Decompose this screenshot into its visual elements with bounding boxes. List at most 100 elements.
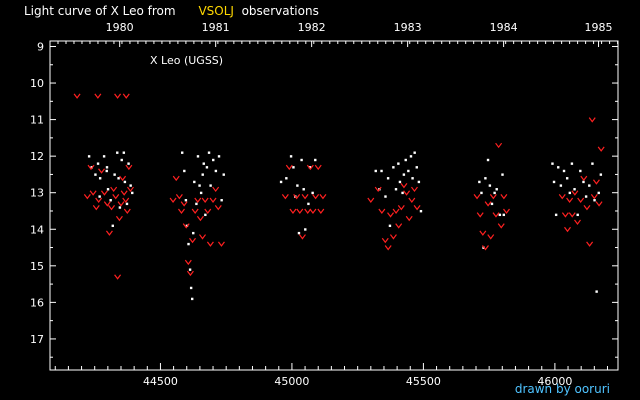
fainter-than-marker [374,186,382,193]
fainter-than-marker [217,241,225,247]
visual-observation-point [419,209,423,213]
fainter-than-marker [114,93,122,99]
fainter-than-marker [123,208,131,214]
visual-observation-point [570,162,574,165]
title-suffix: observations [241,4,319,18]
year-tick-label: 1983 [394,21,422,34]
visual-observation-point [308,166,312,169]
visual-observation-point [484,177,487,180]
fainter-than-marker [122,93,130,99]
visual-observation-point [87,155,91,158]
fainter-than-marker [206,241,214,247]
fainter-than-marker [120,190,128,196]
y-tick-label: 11 [30,114,44,127]
visual-observation-point [131,191,134,195]
visual-observation-point [297,231,301,235]
fainter-than-marker [389,234,397,240]
visual-observation-point [189,286,193,290]
visual-observation-point [109,199,112,202]
visual-observation-point [123,180,127,184]
visual-observation-point [591,162,594,165]
visual-observation-point [192,231,195,235]
visual-observation-point [501,173,504,176]
fainter-than-marker [114,274,122,280]
visual-observation-point [204,213,207,217]
fainter-than-marker [497,223,505,229]
visual-observation-point [105,166,109,169]
fainter-than-marker [566,197,574,204]
y-tick-label: 17 [30,333,44,346]
visual-observation-point [188,268,192,271]
visual-observation-point [599,173,603,176]
fainter-than-marker [312,194,320,200]
fainter-than-marker [561,212,569,218]
fainter-than-marker [87,164,95,171]
visual-observation-point [198,184,201,187]
visual-observation-point [409,155,413,158]
fainter-than-marker [317,208,325,214]
visual-observation-point [195,202,198,206]
fainter-than-marker [125,164,133,171]
fainter-than-marker [309,208,317,214]
fainter-than-marker [568,212,576,218]
fainter-than-marker [301,194,309,200]
year-tick-label: 1982 [298,21,326,34]
visual-observation-point [552,180,556,184]
visual-observation-point [214,169,218,173]
visual-observation-point [98,177,102,180]
title-source: VSOLJ [198,4,234,18]
fainter-than-marker [319,194,327,200]
x-tick-label: 44500 [143,375,178,388]
fainter-than-marker [180,201,188,207]
fainter-than-marker [214,204,222,211]
visual-observation-point [573,188,576,191]
fainter-than-marker [403,190,411,196]
fainter-than-marker [117,201,125,207]
fainter-than-marker [105,230,113,236]
visual-observation-point [417,180,421,184]
visual-observation-point [181,151,184,154]
visual-observation-point [279,180,283,184]
year-tick-label: 1985 [585,21,613,34]
visual-observation-point [488,184,492,187]
year-tick-label: 1981 [202,21,230,34]
visual-observation-point [96,162,100,165]
visual-observation-point [285,177,288,180]
fainter-than-marker [172,175,180,182]
fainter-than-marker [381,237,389,244]
x-tick-label: 46000 [537,375,572,388]
visual-observation-point [584,195,588,198]
visual-observation-point [415,166,418,169]
visual-observation-point [597,191,600,195]
visual-observation-point [554,213,558,217]
fainter-than-marker [473,194,481,200]
visual-observation-point [392,166,395,169]
fainter-than-marker [186,270,194,277]
fainter-than-marker [574,219,581,225]
fainter-than-marker [296,208,304,214]
fainter-than-marker [583,204,591,211]
visual-observation-point [304,228,307,231]
fainter-than-marker [408,197,416,204]
title-prefix: Light curve of X Leo from [24,4,176,18]
fainter-than-marker [83,194,91,200]
fainter-than-marker [94,93,102,99]
visual-observation-point [217,155,221,158]
fainter-than-marker [182,223,190,229]
fainter-than-marker [479,230,487,236]
visual-observation-point [302,188,305,191]
fainter-than-marker [503,208,510,214]
visual-observation-point [94,173,97,176]
visual-observation-point [212,158,215,162]
visual-observation-point [579,169,582,173]
visual-observation-point [202,162,205,165]
visual-observation-point [404,158,407,162]
fainter-than-marker [304,208,312,214]
fainter-than-marker [392,208,400,214]
fainter-than-marker [489,194,497,200]
fainter-than-marker [209,197,217,204]
fainter-than-marker [196,215,204,222]
credit-text: drawn by ooruri [514,382,610,396]
fainter-than-marker [384,245,392,251]
